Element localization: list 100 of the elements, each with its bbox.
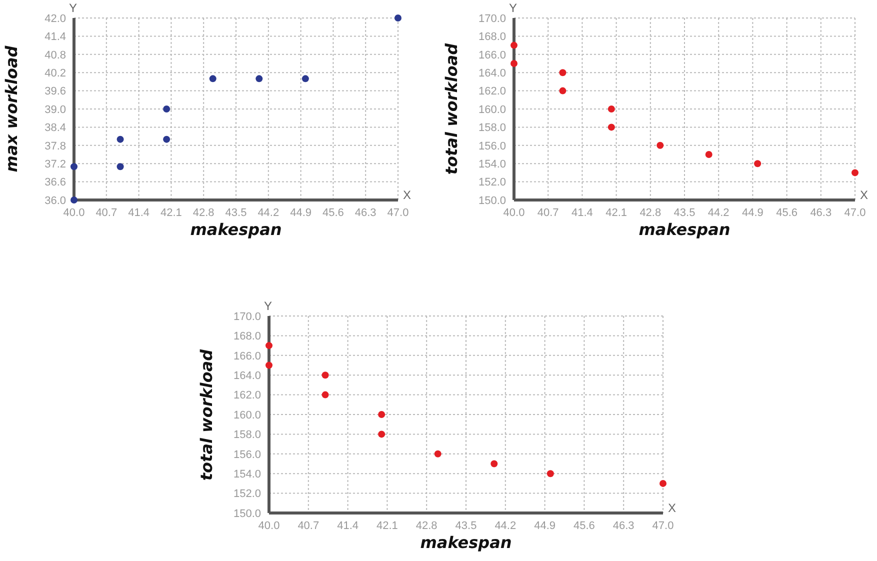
text: X [860,188,868,202]
point [116,163,124,170]
x-tick-label: 47.0 [652,520,674,532]
point [70,196,78,204]
point [70,163,78,170]
point [510,60,518,67]
point [322,391,329,398]
point [256,75,263,82]
y-tick-label: 42.0 [44,12,66,25]
y-tick-label: 152.0 [233,488,261,500]
x-tick-label: 45.6 [322,206,344,219]
y-tick-label: 150.0 [478,194,506,207]
x-tick-label: 44.9 [534,520,556,532]
text: Y [69,1,78,15]
point [656,142,664,149]
text: Y [264,299,272,313]
x-tick-label: 40.7 [298,520,320,532]
x-tick-label: 45.6 [776,206,798,219]
point [116,136,124,143]
point [378,430,386,438]
x-tick-label: 40.7 [537,206,559,219]
text: X [668,501,676,515]
x-tick-label: 40.7 [96,206,118,219]
point [490,460,498,468]
y-tick-label: 156.0 [478,140,506,152]
y-tick-label: 37.8 [44,140,66,152]
y-tick-label: 160.0 [233,409,261,422]
y-tick-label: 166.0 [233,350,261,362]
point [378,411,386,418]
x-tick-label: 42.8 [416,520,438,532]
x-tick-label: 42.1 [606,206,628,219]
point [302,75,309,82]
x-tick-label: 41.4 [571,206,593,219]
x-tick-label: 44.2 [258,206,280,219]
y-axis-title: max workload [2,46,22,172]
y-tick-label: 162.0 [233,390,261,402]
x-tick-label: 42.8 [640,206,662,219]
y-tick-label: 166.0 [478,49,506,62]
x-tick-label: 45.6 [573,520,595,532]
y-tick-label: 36.6 [44,176,66,189]
y-tick-label: 164.0 [233,370,261,382]
x-tick-label: 41.4 [128,206,150,219]
y-tick-label: 164.0 [478,68,506,80]
x-tick-label: 42.8 [192,206,214,219]
y-tick-label: 39.6 [44,86,66,98]
y-tick-label: 150.0 [233,508,261,520]
point [754,160,762,168]
x-axis-title: makespan [638,220,732,240]
x-tick-label: 44.2 [494,520,516,532]
x-axis-title: makespan [189,220,283,240]
point [434,450,442,458]
y-tick-label: 170.0 [478,12,506,25]
x-tick-label: 42.1 [160,206,182,219]
x-tick-label: 40.0 [503,206,525,219]
point [705,151,712,158]
y-tick-label: 154.0 [233,468,261,481]
y-tick-label: 170.0 [233,310,261,323]
x-tick-label: 43.5 [674,206,696,219]
y-tick-label: 168.0 [478,31,506,44]
x-tick-label: 47.0 [844,206,866,219]
point [510,42,518,49]
y-tick-label: 158.0 [478,122,506,134]
y-tick-label: 152.0 [478,176,506,189]
y-tick-label: 156.0 [233,448,261,461]
x-axis-title: makespan [419,533,513,553]
y-tick-label: 158.0 [233,429,261,442]
x-tick-label: 46.3 [354,206,376,219]
point [163,136,170,143]
y-tick-label: 37.2 [44,158,66,171]
point [163,106,170,112]
point [266,342,272,350]
point [209,75,216,82]
x-tick-label: 43.5 [455,520,477,532]
x-tick-label: 40.0 [63,206,85,219]
point [660,480,666,487]
x-tick-label: 40.0 [258,520,280,532]
y-tick-label: 162.0 [478,86,506,98]
y-tick-label: 40.2 [44,68,66,80]
x-tick-label: 41.4 [337,520,359,532]
y-tick-label: 36.0 [44,194,66,207]
y-tick-label: 38.4 [44,122,66,134]
point [394,14,402,22]
point [266,362,272,369]
x-tick-label: 42.1 [376,520,398,532]
x-tick-label: 43.5 [225,206,247,219]
point [559,69,566,76]
point [546,470,554,478]
text: Y [509,1,518,15]
y-tick-label: 41.4 [44,31,66,44]
x-tick-label: 47.0 [387,206,409,219]
point [322,372,329,379]
point [852,169,858,176]
x-tick-label: 46.3 [612,520,634,532]
y-tick-label: 39.0 [44,104,66,116]
y-axis-title: total workload [197,348,217,480]
y-axis-title: total workload [442,43,462,175]
point [608,106,615,112]
point [608,124,615,131]
point [559,87,566,94]
y-tick-label: 154.0 [478,158,506,171]
